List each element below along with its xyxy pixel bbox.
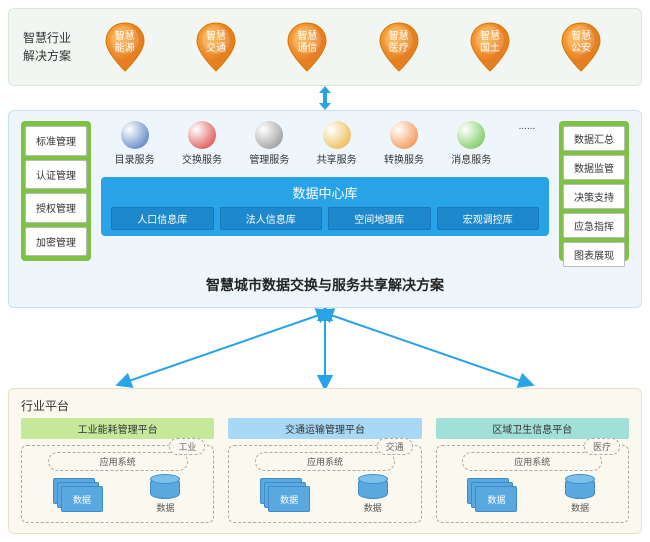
solution-pin: 智慧交通 [188, 21, 244, 73]
dc-title: 数据中心库 [111, 183, 539, 202]
solution-pin: 智慧医疗 [371, 21, 427, 73]
data-cylinder-icon: 数据 [148, 477, 182, 514]
data-stack-icon: 数据 [467, 478, 517, 514]
platform-tag: 交通 [377, 438, 413, 455]
platform-tag: 医疗 [584, 438, 620, 455]
map-pin-icon: 智慧能源 [103, 21, 147, 73]
service-label: 目录服务 [115, 151, 155, 166]
pin-label: 智慧公安 [559, 31, 603, 55]
map-pin-icon: 智慧国土 [468, 21, 512, 73]
app-system-label: 应用系统 [255, 452, 395, 471]
service-item: 交换服务 [182, 121, 222, 177]
service-item: ...... [519, 121, 536, 177]
side-button: 认证管理 [25, 160, 87, 190]
bot-label: 行业平台 [21, 397, 629, 414]
service-item: 目录服务 [115, 121, 155, 177]
solution-pin: 智慧能源 [97, 21, 153, 73]
data-stack-icon: 数据 [53, 478, 103, 514]
data-cylinder-icon: 数据 [356, 477, 390, 514]
map-pin-icon: 智慧交通 [194, 21, 238, 73]
side-button: 应急指挥 [563, 213, 625, 238]
platforms-row: 工业能耗管理平台 工业 应用系统 数据 数据 交通运输管理平台 交通 应用系统 … [21, 418, 629, 523]
side-button: 图表展现 [563, 242, 625, 267]
pin-label: 智慧通信 [285, 31, 329, 55]
data-row: 数据 数据 [237, 477, 412, 514]
mid-panel: 标准管理认证管理授权管理加密管理 目录服务 交换服务 管理服务 共享服务 转换服务 消息服… [8, 110, 642, 308]
service-label: 消息服务 [451, 151, 491, 166]
platform-body: 医疗 应用系统 数据 数据 [436, 445, 629, 523]
center-col: 目录服务 交换服务 管理服务 共享服务 转换服务 消息服务...... 数据中心库 人口信… [101, 121, 549, 261]
map-pin-icon: 智慧通信 [285, 21, 329, 73]
platform-body: 交通 应用系统 数据 数据 [228, 445, 421, 523]
data-stack-icon: 数据 [260, 478, 310, 514]
platform-header: 区域卫生信息平台 [436, 418, 629, 439]
mid-title: 智慧城市数据交换与服务共享解决方案 [21, 275, 629, 295]
right-side-col: 数据汇总数据监管决策支持应急指挥图表展现 [559, 121, 629, 261]
platform-tag: 工业 [169, 438, 205, 455]
solution-pin: 智慧通信 [279, 21, 335, 73]
pin-label: 智慧交通 [194, 31, 238, 55]
solution-pin: 智慧国土 [462, 21, 518, 73]
side-button: 数据监管 [563, 155, 625, 180]
side-button: 加密管理 [25, 227, 87, 257]
platform: 区域卫生信息平台 医疗 应用系统 数据 数据 [436, 418, 629, 523]
dc-item: 宏观调控库 [437, 207, 540, 230]
left-side-col: 标准管理认证管理授权管理加密管理 [21, 121, 91, 261]
bot-panel: 行业平台 工业能耗管理平台 工业 应用系统 数据 数据 交通运输管理平台 交通 … [8, 388, 642, 534]
service-icon [457, 121, 485, 149]
service-label: 共享服务 [317, 151, 357, 166]
dc-item: 人口信息库 [111, 207, 214, 230]
platform-header: 交通运输管理平台 [228, 418, 421, 439]
data-cylinder-icon: 数据 [563, 477, 597, 514]
side-button: 决策支持 [563, 184, 625, 209]
side-button: 标准管理 [25, 126, 87, 156]
platform: 交通运输管理平台 交通 应用系统 数据 数据 [228, 418, 421, 523]
solution-pin: 智慧公安 [553, 21, 609, 73]
service-item: 转换服务 [384, 121, 424, 177]
service-label: 转换服务 [384, 151, 424, 166]
dc-items: 人口信息库法人信息库空间地理库宏观调控库 [111, 207, 539, 230]
service-icon [188, 121, 216, 149]
service-icon [390, 121, 418, 149]
app-system-label: 应用系统 [48, 452, 188, 471]
pin-label: 智慧医疗 [377, 31, 421, 55]
services-row: 目录服务 交换服务 管理服务 共享服务 转换服务 消息服务...... [101, 121, 549, 177]
data-row: 数据 数据 [30, 477, 205, 514]
top-panel: 智慧行业解决方案 智慧能源 智慧交通 智慧通信 智慧医疗 智慧国土 智慧公安 [8, 8, 642, 86]
top-label: 智慧行业解决方案 [23, 29, 79, 65]
side-button: 授权管理 [25, 193, 87, 223]
fan-arrows [0, 308, 650, 388]
service-item: 共享服务 [317, 121, 357, 177]
service-icon [323, 121, 351, 149]
service-item: 消息服务 [451, 121, 491, 177]
dc-item: 法人信息库 [220, 207, 323, 230]
map-pin-icon: 智慧医疗 [377, 21, 421, 73]
datacenter-box: 数据中心库 人口信息库法人信息库空间地理库宏观调控库 [101, 177, 549, 236]
pin-label: 智慧国土 [468, 31, 512, 55]
service-item: 管理服务 [249, 121, 289, 177]
service-icon [121, 121, 149, 149]
pin-label: 智慧能源 [103, 31, 147, 55]
side-button: 数据汇总 [563, 126, 625, 151]
service-label: 管理服务 [249, 151, 289, 166]
app-system-label: 应用系统 [462, 452, 602, 471]
platform-body: 工业 应用系统 数据 数据 [21, 445, 214, 523]
dc-item: 空间地理库 [328, 207, 431, 230]
platform-header: 工业能耗管理平台 [21, 418, 214, 439]
data-row: 数据 数据 [445, 477, 620, 514]
bidir-arrow-top [315, 86, 335, 110]
service-icon [255, 121, 283, 149]
platform: 工业能耗管理平台 工业 应用系统 数据 数据 [21, 418, 214, 523]
solution-pins: 智慧能源 智慧交通 智慧通信 智慧医疗 智慧国土 智慧公安 [79, 21, 627, 73]
service-label: 交换服务 [182, 151, 222, 166]
map-pin-icon: 智慧公安 [559, 21, 603, 73]
service-label: ...... [519, 121, 536, 132]
